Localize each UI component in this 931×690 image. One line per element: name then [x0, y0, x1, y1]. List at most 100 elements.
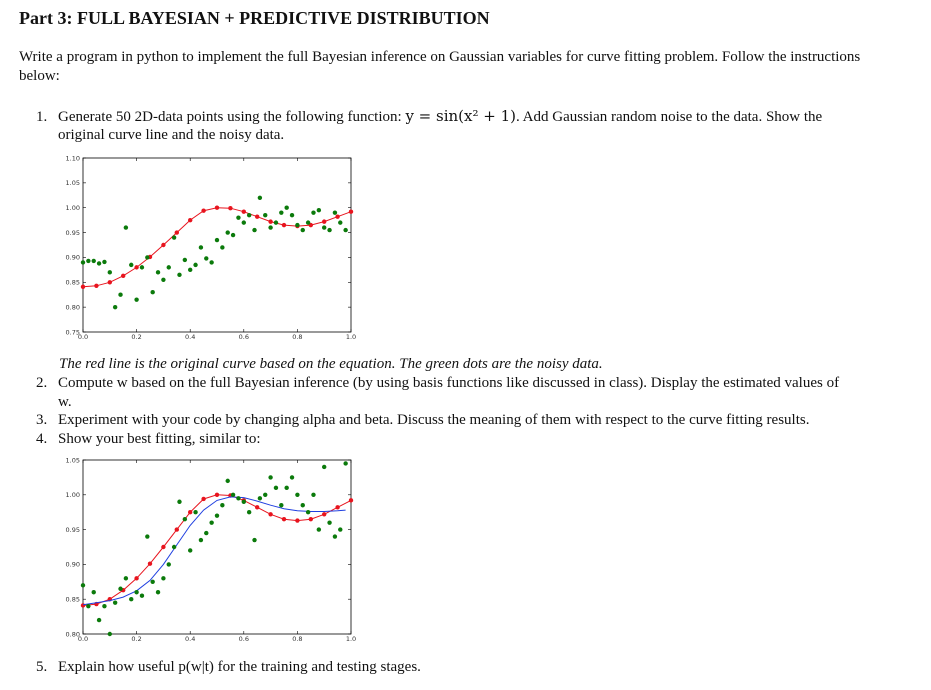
green-data-point [241, 499, 246, 504]
green-data-point [204, 256, 209, 261]
x-tick-label: 0.8 [292, 635, 302, 643]
item-number: 2. [36, 375, 48, 391]
green-data-point [204, 530, 209, 536]
green-data-point [300, 227, 305, 233]
green-data-point [161, 576, 166, 581]
item-number: 1. [36, 109, 48, 125]
green-data-point [252, 227, 257, 233]
x-tick-label: 0.8 [292, 333, 302, 341]
green-data-point [295, 222, 300, 228]
red-data-point [201, 496, 206, 502]
red-data-point [255, 505, 260, 510]
green-data-point [322, 225, 327, 230]
red-data-point [295, 518, 300, 523]
red-data-point [80, 603, 86, 608]
y-tick-label: 1.00 [66, 204, 80, 212]
instruction-item-2: 2. Compute w based on the full Bayesian i… [36, 374, 926, 410]
y-tick-label: 0.95 [66, 229, 80, 237]
green-data-point [268, 225, 273, 230]
red-data-point [174, 230, 179, 235]
y-tick-label: 1.05 [66, 456, 80, 464]
green-data-point [139, 265, 145, 270]
item-text: Generate 50 2D-data points using the fol… [58, 109, 402, 125]
y-tick-label: 0.80 [66, 303, 80, 311]
x-tick-label: 0.4 [185, 333, 195, 341]
green-data-point [102, 259, 107, 265]
green-data-point [338, 527, 343, 532]
item-number: 5. [36, 659, 48, 675]
green-data-point [300, 503, 305, 508]
red-data-point [147, 561, 153, 566]
green-data-point [188, 267, 193, 273]
x-tick-label: 0.0 [78, 635, 88, 643]
green-data-point [96, 617, 102, 623]
green-data-point [252, 537, 257, 543]
green-data-point [155, 590, 161, 595]
x-tick-label: 0.6 [239, 333, 249, 341]
intro-paragraph: Write a program in python to implement t… [19, 49, 861, 84]
green-data-point [155, 270, 161, 275]
green-data-point [134, 297, 139, 302]
y-tick-label: 1.05 [66, 179, 80, 187]
green-data-point [112, 304, 118, 310]
red-data-point [94, 283, 99, 288]
green-data-point [150, 579, 155, 584]
green-data-point [332, 534, 338, 539]
green-data-point [263, 212, 268, 218]
green-data-point [316, 527, 322, 532]
item-text: Explain how useful p(w|t) for the traini… [58, 659, 421, 675]
green-data-point [263, 492, 268, 497]
x-tick-label: 0.2 [131, 635, 141, 643]
item-continuation: original curve line and the noisy data. [58, 127, 285, 143]
item-text: Show your best fitting, similar to: [58, 431, 261, 447]
green-data-point [246, 510, 252, 515]
red-data-point [134, 265, 139, 270]
green-data-point [91, 590, 96, 595]
green-data-point [220, 245, 225, 250]
green-data-point [107, 631, 112, 637]
red-data-point [134, 576, 139, 581]
red-data-point [308, 516, 313, 522]
green-data-point [322, 464, 327, 470]
red-data-point [174, 527, 179, 532]
green-data-point [123, 576, 129, 581]
green-data-point [129, 597, 134, 602]
green-data-point [150, 290, 155, 295]
red-data-point [348, 498, 354, 503]
x-tick-label: 0.2 [131, 333, 141, 341]
green-data-point [182, 257, 188, 263]
red-data-point [322, 219, 327, 224]
chart-caption: The red line is the original curve based… [59, 356, 603, 372]
green-data-point [343, 461, 348, 466]
green-data-point [118, 586, 123, 591]
green-data-point [177, 272, 182, 278]
green-data-point [241, 220, 246, 225]
green-data-point [214, 237, 220, 243]
red-data-point [281, 222, 287, 228]
green-data-point [327, 520, 332, 525]
green-data-point [107, 270, 112, 275]
item-text-after: . Add Gaussian random noise to the data.… [516, 109, 823, 125]
item-number: 3. [36, 412, 48, 428]
chart-best-fitting: 0.0 0.2 0.4 0.6 0.8 1.0 0.80 0.85 0.90 0.95 1.00 1.… [66, 456, 357, 643]
item-text: Experiment with your code by changing al… [58, 412, 810, 428]
y-tick-label: 0.80 [66, 630, 80, 638]
green-data-point [198, 537, 204, 543]
green-data-point [284, 205, 289, 210]
green-data-point [91, 258, 96, 264]
equation: y = sin(x² + 1) [405, 107, 516, 125]
green-data-point [193, 262, 198, 268]
green-data-point [166, 265, 171, 270]
red-data-point [268, 512, 273, 517]
red-data-point [188, 217, 193, 223]
green-data-point [86, 258, 91, 264]
red-data-point [80, 284, 86, 289]
instruction-item-4: 4. Show your best fitting, similar to: [36, 430, 926, 449]
green-data-point [198, 245, 204, 250]
green-data-point [86, 603, 91, 609]
y-tick-label: 1.10 [66, 154, 80, 162]
green-data-point [188, 548, 193, 553]
x-tick-label: 0.0 [78, 333, 88, 341]
green-data-point [327, 227, 332, 233]
green-data-point [171, 235, 177, 240]
